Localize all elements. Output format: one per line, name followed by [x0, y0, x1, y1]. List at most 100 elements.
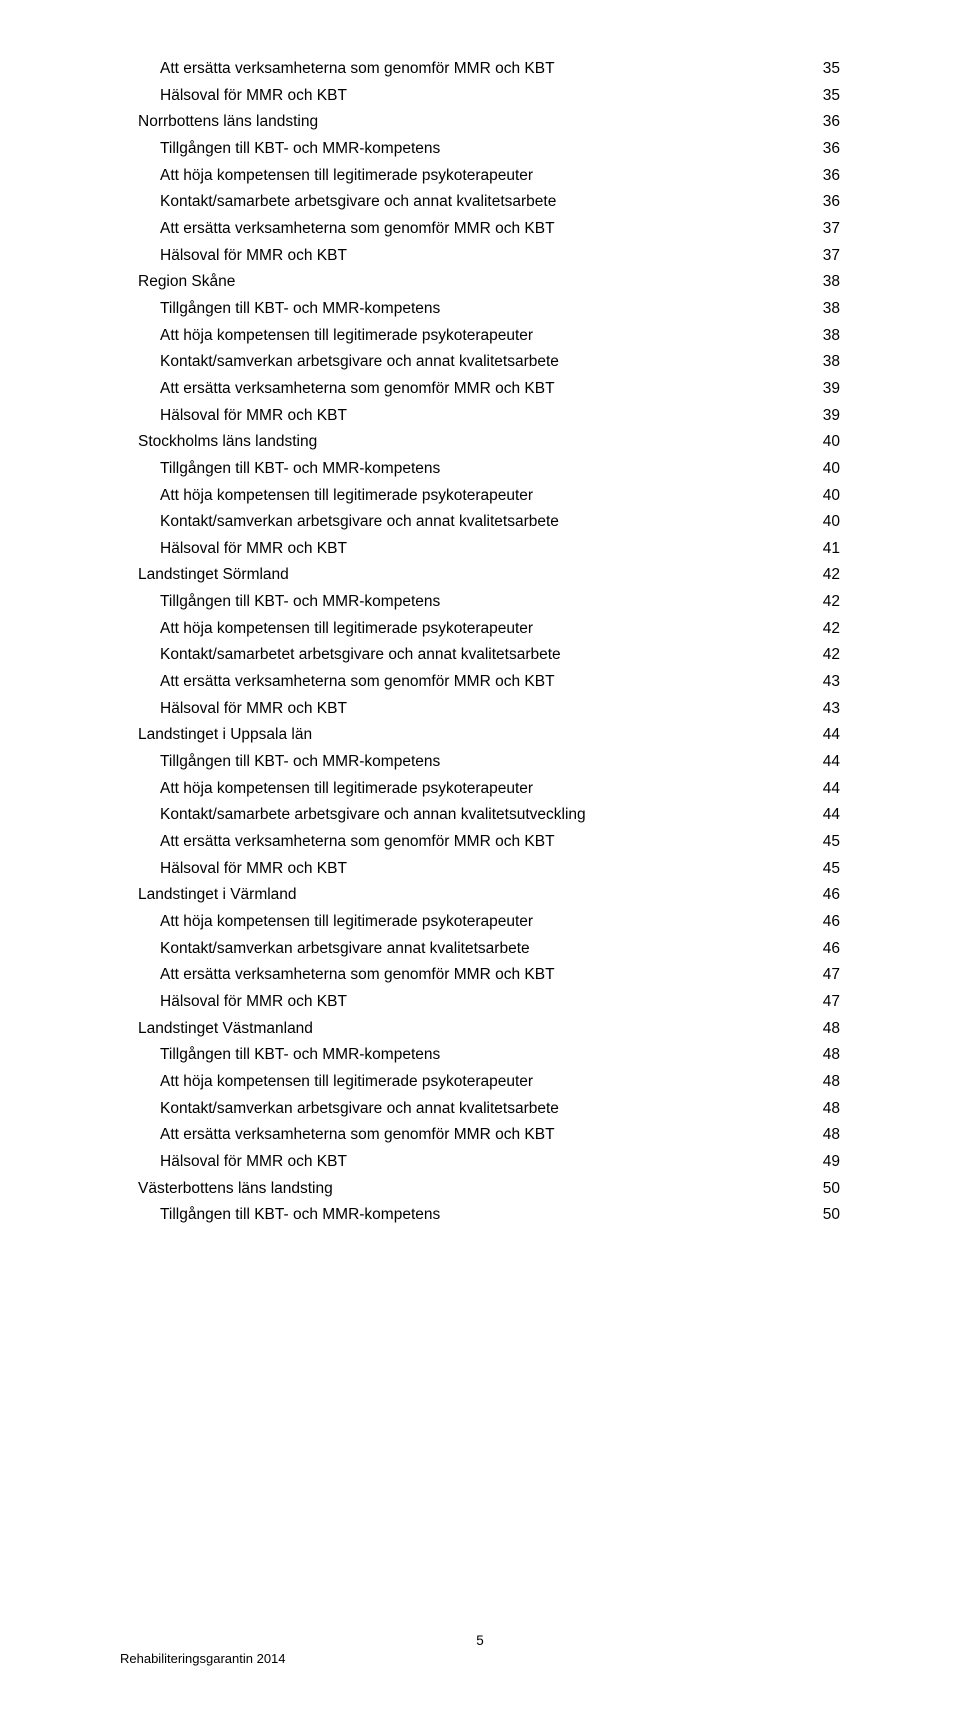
toc-entry-label: Kontakt/samverkan arbetsgivare och annat…: [160, 349, 559, 376]
toc-entry-label: Tillgången till KBT- och MMR-kompetens: [160, 136, 440, 163]
toc-entry-label: Hälsoval för MMR och KBT: [160, 1149, 347, 1176]
toc-entry[interactable]: Hälsoval för MMR och KBT37: [120, 243, 840, 270]
toc-entry[interactable]: Tillgången till KBT- och MMR-kompetens40: [120, 456, 840, 483]
toc-entry-page: 48: [823, 1096, 840, 1123]
toc-entry[interactable]: Kontakt/samverkan arbetsgivare och annat…: [120, 509, 840, 536]
toc-entry-label: Tillgången till KBT- och MMR-kompetens: [160, 749, 440, 776]
toc-entry-page: 48: [823, 1069, 840, 1096]
toc-entry[interactable]: Kontakt/samarbete arbetsgivare och annat…: [120, 189, 840, 216]
toc-entry-page: 42: [823, 589, 840, 616]
toc-entry-page: 38: [823, 349, 840, 376]
toc-entry[interactable]: Tillgången till KBT- och MMR-kompetens 42: [120, 589, 840, 616]
toc-entry-page: 38: [823, 323, 840, 350]
toc-entry-label: Tillgången till KBT- och MMR-kompetens: [160, 456, 440, 483]
toc-entry-label: Kontakt/samarbete arbetsgivare och annat…: [160, 189, 556, 216]
toc-entry[interactable]: Tillgången till KBT- och MMR-kompetens38: [120, 296, 840, 323]
toc-entry[interactable]: Att höja kompetensen till legitimerade p…: [120, 776, 840, 803]
toc-entry[interactable]: Att ersätta verksamheterna som genomför …: [120, 376, 840, 403]
toc-entry[interactable]: Att ersätta verksamheterna som genomför …: [120, 56, 840, 83]
toc-entry[interactable]: Landstinget i Uppsala län44: [120, 722, 840, 749]
toc-entry[interactable]: Att höja kompetensen till legitimerade p…: [120, 323, 840, 350]
toc-entry[interactable]: Tillgången till KBT- och MMR-kompetens44: [120, 749, 840, 776]
toc-entry[interactable]: Stockholms läns landsting40: [120, 429, 840, 456]
toc-entry-label: Kontakt/samarbete arbetsgivare och annan…: [160, 802, 586, 829]
toc-entry-page: 36: [823, 189, 840, 216]
toc-entry-label: Hälsoval för MMR och KBT: [160, 83, 347, 110]
toc-entry-label: Tillgången till KBT- och MMR-kompetens: [160, 1202, 440, 1229]
toc-entry-label: Att ersätta verksamheterna som genomför …: [160, 962, 555, 989]
toc-entry[interactable]: Att höja kompetensen till legitimerade p…: [120, 483, 840, 510]
toc-entry-label: Att höja kompetensen till legitimerade p…: [160, 776, 533, 803]
toc-entry[interactable]: Att ersätta verksamheterna som genomför …: [120, 1122, 840, 1149]
toc-entry[interactable]: Att ersätta verksamheterna som genomför …: [120, 669, 840, 696]
toc-entry-label: Tillgången till KBT- och MMR-kompetens: [160, 296, 440, 323]
toc-entry[interactable]: Landstinget Västmanland48: [120, 1016, 840, 1043]
toc-entry-label: Kontakt/samverkan arbetsgivare annat kva…: [160, 936, 530, 963]
toc-entry-page: 43: [823, 696, 840, 723]
toc-entry[interactable]: Att ersätta verksamheterna som genomför …: [120, 962, 840, 989]
toc-entry[interactable]: Att höja kompetensen till legitimerade p…: [120, 1069, 840, 1096]
toc-entry-page: 38: [823, 269, 840, 296]
page-number: 5: [476, 1633, 484, 1648]
toc-entry-page: 48: [823, 1042, 840, 1069]
toc-entry-page: 44: [823, 776, 840, 803]
toc-entry-label: Att höja kompetensen till legitimerade p…: [160, 909, 533, 936]
toc-entry[interactable]: Kontakt/samverkan arbetsgivare och annat…: [120, 1096, 840, 1123]
toc-entry[interactable]: Att höja kompetensen till legitimerade p…: [120, 163, 840, 190]
toc-entry-page: 47: [823, 962, 840, 989]
toc-entry-page: 48: [823, 1122, 840, 1149]
toc-entry[interactable]: Att ersätta verksamheterna som genomför …: [120, 829, 840, 856]
toc-entry[interactable]: Hälsoval för MMR och KBT35: [120, 83, 840, 110]
toc-entry-label: Att höja kompetensen till legitimerade p…: [160, 616, 533, 643]
toc-entry[interactable]: Hälsoval för MMR och KBT45: [120, 856, 840, 883]
toc-entry-label: Att ersätta verksamheterna som genomför …: [160, 376, 555, 403]
table-of-contents: Att ersätta verksamheterna som genomför …: [120, 56, 840, 1229]
toc-entry[interactable]: Västerbottens läns landsting50: [120, 1176, 840, 1203]
toc-entry-label: Att ersätta verksamheterna som genomför …: [160, 829, 555, 856]
toc-entry-label: Landstinget Sörmland: [138, 562, 289, 589]
toc-entry[interactable]: Kontakt/samverkan arbetsgivare och annat…: [120, 349, 840, 376]
toc-entry-page: 43: [823, 669, 840, 696]
toc-entry[interactable]: Hälsoval för MMR och KBT47: [120, 989, 840, 1016]
toc-entry-page: 45: [823, 856, 840, 883]
toc-entry-label: Att ersätta verksamheterna som genomför …: [160, 56, 555, 83]
toc-entry[interactable]: Region Skåne 38: [120, 269, 840, 296]
toc-entry[interactable]: Tillgången till KBT- och MMR-kompetens 50: [120, 1202, 840, 1229]
toc-entry-label: Hälsoval för MMR och KBT: [160, 536, 347, 563]
toc-entry-page: 50: [823, 1176, 840, 1203]
footer-text: Rehabiliteringsgarantin 2014: [120, 1651, 286, 1666]
toc-entry[interactable]: Att ersätta verksamheterna som genomför …: [120, 216, 840, 243]
toc-entry[interactable]: Kontakt/samarbete arbetsgivare och annan…: [120, 802, 840, 829]
toc-entry-label: Att ersätta verksamheterna som genomför …: [160, 1122, 555, 1149]
toc-entry[interactable]: Hälsoval för MMR och KBT39: [120, 403, 840, 430]
toc-entry[interactable]: Att höja kompetensen till legitimerade p…: [120, 616, 840, 643]
toc-entry-label: Tillgången till KBT- och MMR-kompetens: [160, 589, 440, 616]
toc-entry-page: 46: [823, 882, 840, 909]
toc-entry[interactable]: Landstinget i Värmland46: [120, 882, 840, 909]
toc-entry-label: Att höja kompetensen till legitimerade p…: [160, 1069, 533, 1096]
toc-entry-page: 36: [823, 163, 840, 190]
toc-entry-page: 42: [823, 642, 840, 669]
toc-entry[interactable]: Tillgången till KBT- och MMR-kompetens48: [120, 1042, 840, 1069]
toc-entry[interactable]: Tillgången till KBT- och MMR-kompetens36: [120, 136, 840, 163]
toc-entry-page: 47: [823, 989, 840, 1016]
toc-entry-label: Kontakt/samarbetet arbetsgivare och anna…: [160, 642, 561, 669]
toc-entry[interactable]: Landstinget Sörmland42: [120, 562, 840, 589]
toc-entry-page: 44: [823, 802, 840, 829]
toc-entry[interactable]: Att höja kompetensen till legitimerade p…: [120, 909, 840, 936]
toc-entry[interactable]: Hälsoval för MMR och KBT43: [120, 696, 840, 723]
toc-entry[interactable]: Kontakt/samarbetet arbetsgivare och anna…: [120, 642, 840, 669]
toc-entry-page: 40: [823, 509, 840, 536]
toc-entry-page: 45: [823, 829, 840, 856]
toc-entry[interactable]: Kontakt/samverkan arbetsgivare annat kva…: [120, 936, 840, 963]
toc-entry[interactable]: Hälsoval för MMR och KBT41: [120, 536, 840, 563]
toc-entry[interactable]: Hälsoval för MMR och KBT49: [120, 1149, 840, 1176]
toc-entry-label: Landstinget i Uppsala län: [138, 722, 312, 749]
toc-entry-page: 39: [823, 376, 840, 403]
toc-entry-label: Norrbottens läns landsting: [138, 109, 318, 136]
toc-entry-label: Att höja kompetensen till legitimerade p…: [160, 483, 533, 510]
toc-entry-label: Region Skåne: [138, 269, 235, 296]
toc-entry-page: 50: [823, 1202, 840, 1229]
toc-entry-label: Att höja kompetensen till legitimerade p…: [160, 163, 533, 190]
toc-entry[interactable]: Norrbottens läns landsting36: [120, 109, 840, 136]
